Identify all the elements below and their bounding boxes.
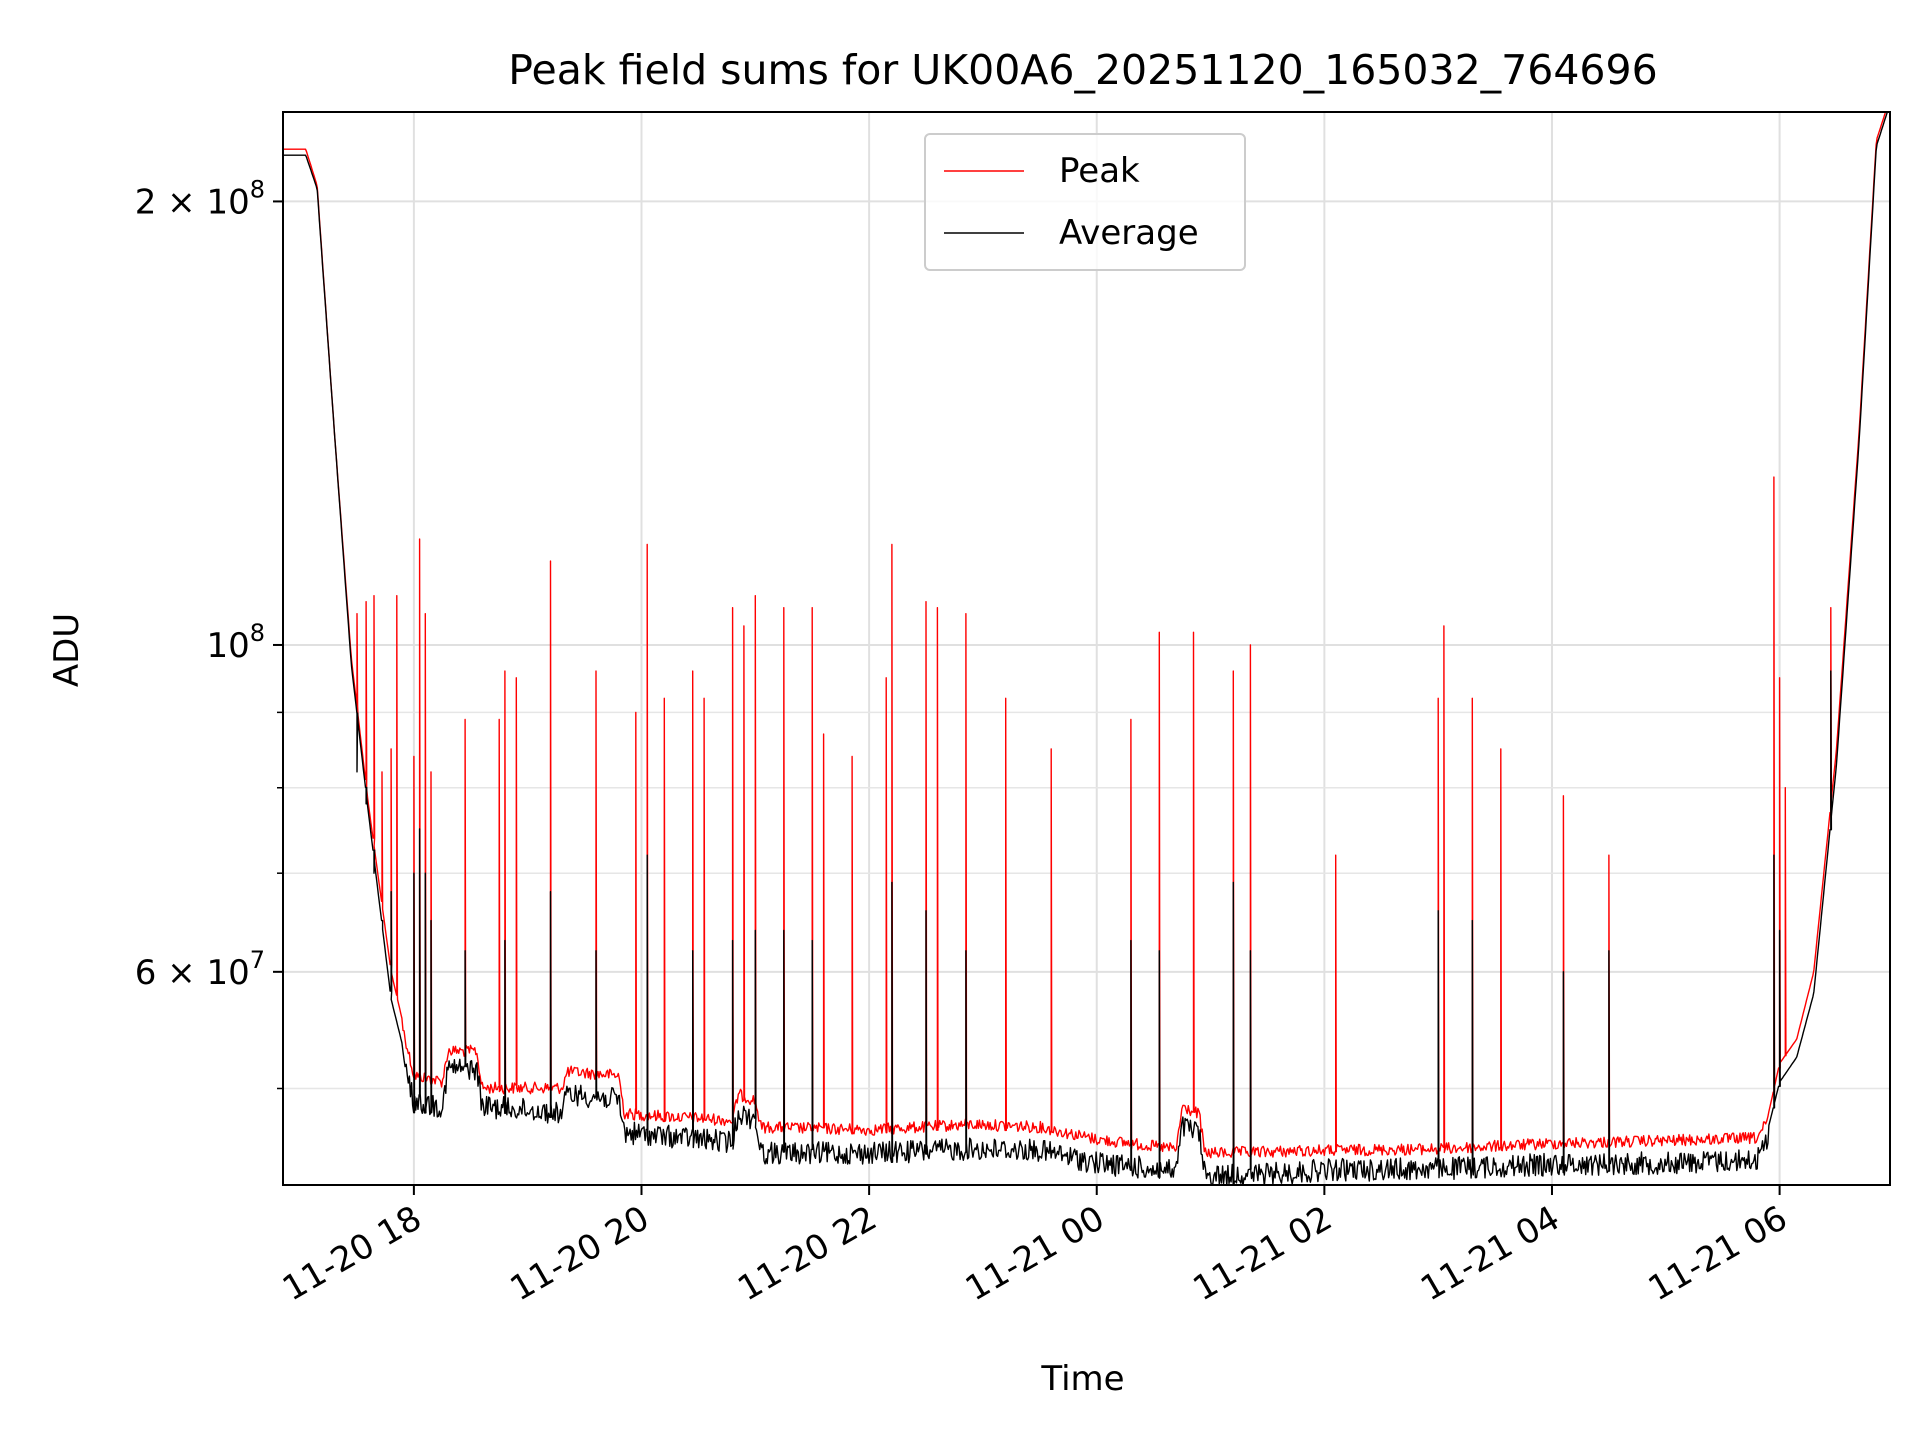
y-axis-label: ADU bbox=[47, 613, 87, 687]
x-axis-label: Time bbox=[1040, 1359, 1124, 1399]
y-axis: 108 2 × 108 6 × 107 bbox=[135, 175, 283, 1090]
legend-label-peak: Peak bbox=[1059, 151, 1140, 191]
y-tick-label: 108 bbox=[206, 619, 265, 666]
chart-title: Peak field sums for UK00A6_20251120_1650… bbox=[508, 46, 1657, 94]
legend: Peak Average bbox=[924, 133, 1246, 271]
y-tick-label: 2 × 108 bbox=[135, 175, 265, 222]
legend-label-average: Average bbox=[1059, 213, 1199, 253]
legend-box bbox=[924, 133, 1246, 271]
plot-frame bbox=[282, 111, 1891, 1186]
series-line-average bbox=[283, 112, 1889, 1185]
y-tick-label: 6 × 107 bbox=[135, 946, 265, 993]
series-layer bbox=[283, 112, 1889, 1185]
